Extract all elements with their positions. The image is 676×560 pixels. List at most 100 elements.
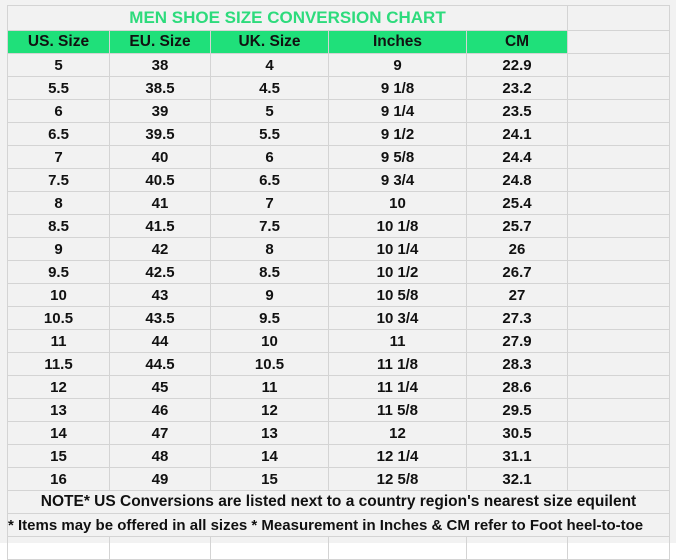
table-cell[interactable]: 10 [210, 329, 329, 353]
table-cell[interactable]: 13 [7, 398, 110, 422]
table-cell[interactable]: 9 1/8 [328, 76, 467, 100]
table-cell[interactable]: 29.5 [466, 398, 568, 422]
empty-cell[interactable] [567, 53, 670, 77]
table-cell[interactable]: 6.5 [210, 168, 329, 192]
empty-cell[interactable] [567, 306, 670, 330]
chart-title[interactable]: MEN SHOE SIZE CONVERSION CHART [7, 5, 568, 31]
table-cell[interactable]: 13 [210, 421, 329, 445]
table-cell[interactable]: 44 [109, 329, 211, 353]
disclaimer-row[interactable]: * Items may be offered in all sizes * Me… [7, 513, 670, 537]
table-cell[interactable]: 7.5 [210, 214, 329, 238]
column-header[interactable]: UK. Size [210, 30, 329, 54]
table-cell[interactable]: 6 [7, 99, 110, 123]
table-cell[interactable]: 7 [7, 145, 110, 169]
table-cell[interactable]: 38.5 [109, 76, 211, 100]
table-cell[interactable]: 25.4 [466, 191, 568, 215]
empty-cell[interactable] [567, 99, 670, 123]
table-cell[interactable]: 4 [210, 53, 329, 77]
table-cell[interactable]: 23.2 [466, 76, 568, 100]
table-cell[interactable]: 39.5 [109, 122, 211, 146]
table-cell[interactable]: 15 [210, 467, 329, 491]
table-cell[interactable]: 11 1/4 [328, 375, 467, 399]
table-cell[interactable]: 27 [466, 283, 568, 307]
table-cell[interactable]: 26.7 [466, 260, 568, 284]
table-cell[interactable]: 12 1/4 [328, 444, 467, 468]
table-cell[interactable]: 27.3 [466, 306, 568, 330]
table-cell[interactable]: 14 [7, 421, 110, 445]
empty-cell[interactable] [567, 76, 670, 100]
table-cell[interactable]: 8 [210, 237, 329, 261]
table-cell[interactable]: 45 [109, 375, 211, 399]
table-cell[interactable]: 10 1/4 [328, 237, 467, 261]
empty-cell[interactable] [7, 536, 110, 560]
table-cell[interactable]: 11 5/8 [328, 398, 467, 422]
table-cell[interactable]: 9 [328, 53, 467, 77]
table-cell[interactable]: 30.5 [466, 421, 568, 445]
empty-cell[interactable] [567, 329, 670, 353]
table-cell[interactable]: 40.5 [109, 168, 211, 192]
table-cell[interactable]: 40 [109, 145, 211, 169]
empty-cell[interactable] [567, 145, 670, 169]
table-cell[interactable]: 10 [328, 191, 467, 215]
empty-cell[interactable] [567, 260, 670, 284]
table-cell[interactable]: 15 [7, 444, 110, 468]
empty-cell[interactable] [567, 237, 670, 261]
table-cell[interactable]: 23.5 [466, 99, 568, 123]
empty-cell[interactable] [567, 283, 670, 307]
table-cell[interactable]: 11.5 [7, 352, 110, 376]
table-cell[interactable]: 14 [210, 444, 329, 468]
table-cell[interactable]: 9 3/4 [328, 168, 467, 192]
table-cell[interactable]: 27.9 [466, 329, 568, 353]
table-cell[interactable]: 7.5 [7, 168, 110, 192]
empty-cell[interactable] [567, 191, 670, 215]
table-cell[interactable]: 12 [328, 421, 467, 445]
table-cell[interactable]: 26 [466, 237, 568, 261]
table-cell[interactable]: 7 [210, 191, 329, 215]
table-cell[interactable]: 39 [109, 99, 211, 123]
table-cell[interactable]: 9 1/2 [328, 122, 467, 146]
empty-cell[interactable] [328, 536, 467, 560]
table-cell[interactable]: 10.5 [210, 352, 329, 376]
table-cell[interactable]: 42.5 [109, 260, 211, 284]
table-cell[interactable]: 5.5 [7, 76, 110, 100]
table-cell[interactable]: 9 1/4 [328, 99, 467, 123]
table-cell[interactable]: 10 1/8 [328, 214, 467, 238]
table-cell[interactable]: 6 [210, 145, 329, 169]
table-cell[interactable]: 41 [109, 191, 211, 215]
table-cell[interactable]: 10 1/2 [328, 260, 467, 284]
table-cell[interactable]: 38 [109, 53, 211, 77]
table-cell[interactable]: 6.5 [7, 122, 110, 146]
empty-cell[interactable] [567, 467, 670, 491]
table-cell[interactable]: 11 [328, 329, 467, 353]
table-cell[interactable]: 8.5 [210, 260, 329, 284]
table-cell[interactable]: 47 [109, 421, 211, 445]
empty-cell[interactable] [567, 398, 670, 422]
table-cell[interactable]: 10 [7, 283, 110, 307]
table-cell[interactable]: 10 5/8 [328, 283, 467, 307]
table-cell[interactable]: 46 [109, 398, 211, 422]
empty-cell[interactable] [567, 30, 670, 54]
table-cell[interactable]: 9.5 [210, 306, 329, 330]
table-cell[interactable]: 8 [7, 191, 110, 215]
table-cell[interactable]: 9 [210, 283, 329, 307]
empty-cell[interactable] [567, 168, 670, 192]
empty-cell[interactable] [210, 536, 329, 560]
empty-cell[interactable] [567, 352, 670, 376]
table-cell[interactable]: 11 [7, 329, 110, 353]
table-cell[interactable]: 28.3 [466, 352, 568, 376]
table-cell[interactable]: 9 [7, 237, 110, 261]
table-cell[interactable]: 32.1 [466, 467, 568, 491]
table-cell[interactable]: 24.4 [466, 145, 568, 169]
table-cell[interactable]: 4.5 [210, 76, 329, 100]
empty-cell[interactable] [567, 122, 670, 146]
empty-cell[interactable] [567, 214, 670, 238]
table-cell[interactable]: 11 1/8 [328, 352, 467, 376]
table-cell[interactable]: 44.5 [109, 352, 211, 376]
table-cell[interactable]: 8.5 [7, 214, 110, 238]
note-row[interactable]: NOTE* US Conversions are listed next to … [7, 490, 670, 514]
table-cell[interactable]: 5.5 [210, 122, 329, 146]
table-cell[interactable]: 9 5/8 [328, 145, 467, 169]
empty-cell[interactable] [466, 536, 568, 560]
column-header[interactable]: CM [466, 30, 568, 54]
table-cell[interactable]: 42 [109, 237, 211, 261]
